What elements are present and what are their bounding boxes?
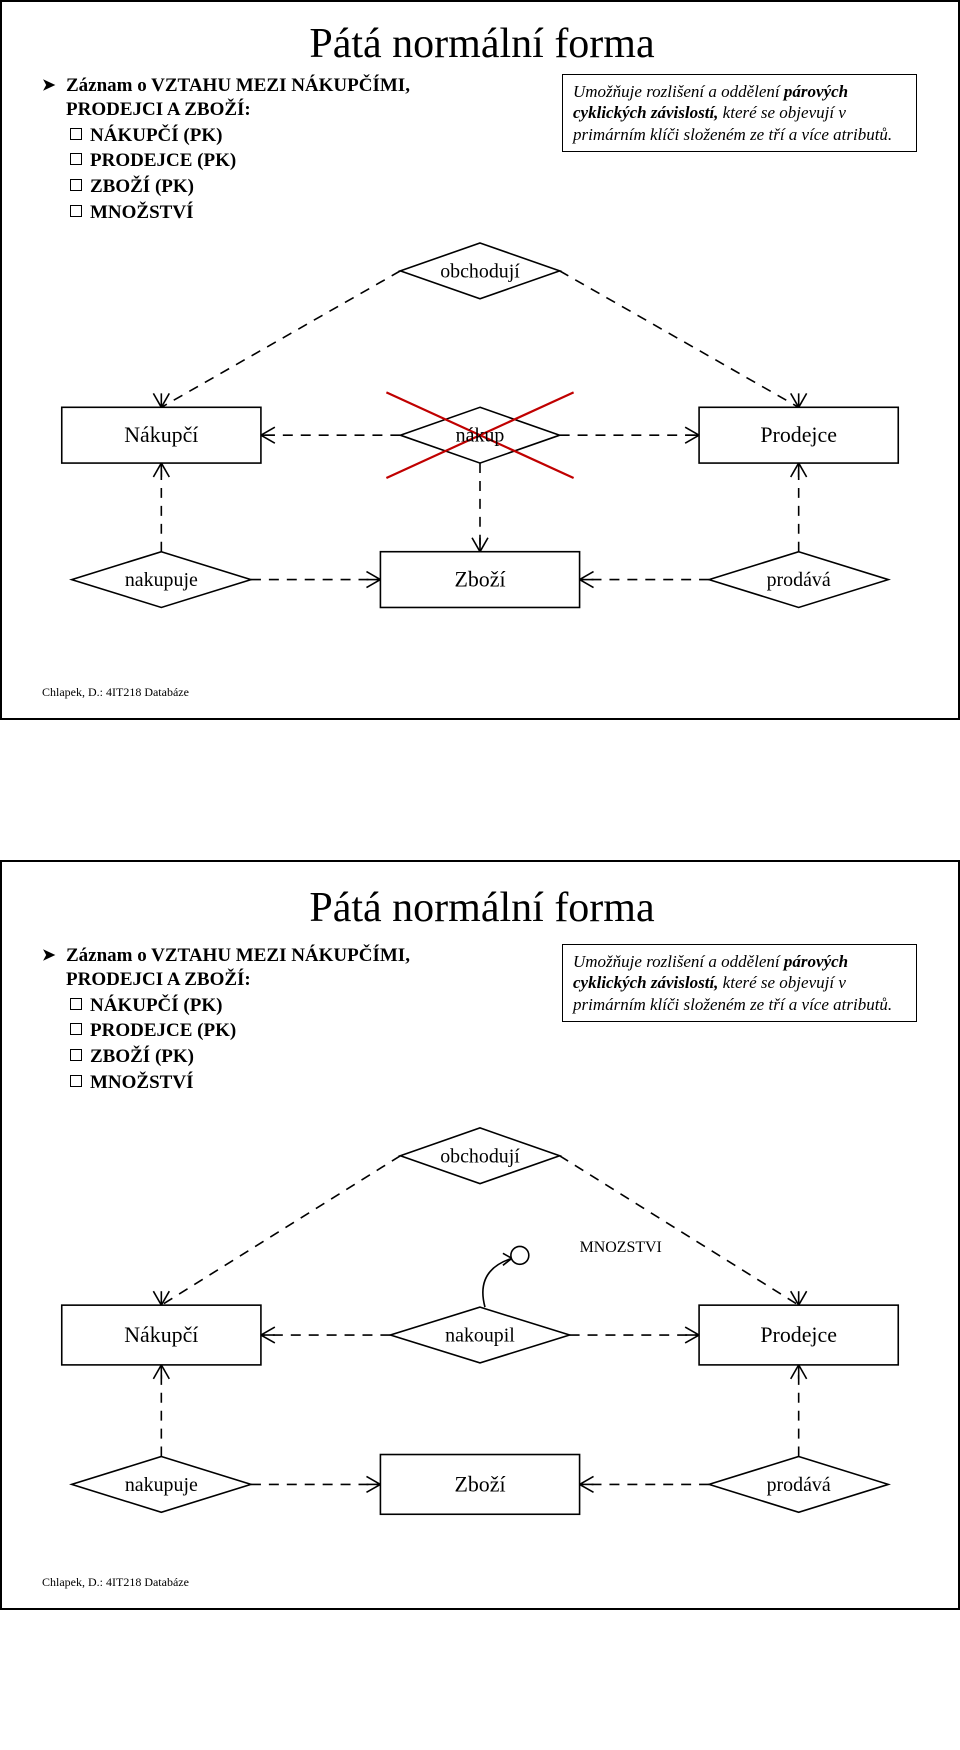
slide-title: Pátá normální forma xyxy=(182,884,782,932)
bullet-sub: PRODEJCE (PK) xyxy=(42,1019,482,1043)
note-prefix: Umožňuje rozlišení a oddělení xyxy=(573,952,784,971)
bullet-sub: MNOŽSTVÍ xyxy=(42,201,482,225)
slide-2: Pátá normální forma Záznam o VZTAHU MEZI… xyxy=(0,860,960,1610)
bullet-sub: PRODEJCE (PK) xyxy=(42,149,482,173)
node-prodejce: Prodejce xyxy=(760,422,837,447)
bullet-sub: ZBOŽÍ (PK) xyxy=(42,1045,482,1069)
node-nakupuje: nakupuje xyxy=(125,1474,198,1496)
note-prefix: Umožňuje rozlišení a oddělení xyxy=(573,82,784,101)
node-obchoduji: obchodují xyxy=(440,260,520,282)
bullet-sub: MNOŽSTVÍ xyxy=(42,1071,482,1095)
slide-1: Pátá normální forma Záznam o VZTAHU MEZI… xyxy=(0,0,960,720)
node-nakoupil: nakoupil xyxy=(445,1325,515,1347)
slide-title: Pátá normální forma xyxy=(182,20,782,68)
bullet-block: Záznam o VZTAHU MEZI NÁKUPČÍMI, PRODEJCI… xyxy=(42,944,482,1095)
note-box: Umožňuje rozlišení a oddělení párových c… xyxy=(562,74,917,152)
bullet-block: Záznam o VZTAHU MEZI NÁKUPČÍMI, PRODEJCI… xyxy=(42,74,482,225)
node-nakupci: Nákupčí xyxy=(124,422,198,447)
bullet-sub: ZBOŽÍ (PK) xyxy=(42,175,482,199)
node-obchoduji: obchodují xyxy=(440,1145,520,1167)
note-box: Umožňuje rozlišení a oddělení párových c… xyxy=(562,944,917,1022)
node-nakupuje: nakupuje xyxy=(125,569,198,591)
bullet-lead: Záznam o VZTAHU MEZI NÁKUPČÍMI, PRODEJCI… xyxy=(42,74,482,122)
node-prodava: prodává xyxy=(767,1474,831,1496)
bullet-lead: Záznam o VZTAHU MEZI NÁKUPČÍMI, PRODEJCI… xyxy=(42,944,482,992)
node-mnozstvi: MNOZSTVI xyxy=(580,1239,662,1256)
node-nakup: nákup xyxy=(456,425,505,447)
bullet-sub: NÁKUPČÍ (PK) xyxy=(42,124,482,148)
node-zbozi: Zboží xyxy=(454,567,505,592)
bullet-sub: NÁKUPČÍ (PK) xyxy=(42,994,482,1018)
node-prodava: prodává xyxy=(767,569,831,591)
node-zbozi: Zboží xyxy=(454,1471,505,1496)
node-prodejce: Prodejce xyxy=(760,1322,837,1347)
credits: Chlapek, D.: 4IT218 Databáze xyxy=(42,685,189,700)
credits: Chlapek, D.: 4IT218 Databáze xyxy=(42,1575,189,1590)
node-nakupci: Nákupčí xyxy=(124,1322,198,1347)
